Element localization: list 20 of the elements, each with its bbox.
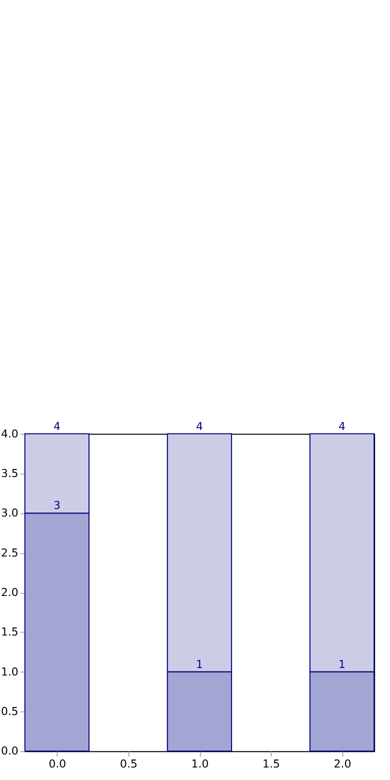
y-tick-label: 2.0 — [1, 586, 18, 599]
data-label: 1 — [196, 658, 203, 671]
y-tick-label: 3.5 — [1, 466, 18, 480]
y-tick-label: 0.0 — [1, 744, 18, 758]
data-label: 1 — [338, 658, 346, 671]
total-label: 4 — [53, 420, 60, 433]
total-label: 4 — [196, 420, 203, 433]
y-tick-label: 0.5 — [1, 704, 18, 718]
x-tick-label: 0.0 — [48, 758, 66, 771]
x-tick-label: 0.5 — [120, 758, 138, 771]
x-tick-label: 1.0 — [191, 758, 209, 771]
data-label: 3 — [53, 499, 60, 512]
y-tick-label: 2.5 — [1, 546, 18, 560]
x-tick-label: 1.5 — [262, 758, 280, 771]
y-tick-label: 3.0 — [1, 506, 18, 520]
y-tick-label: 1.0 — [1, 665, 18, 678]
total-label: 4 — [338, 420, 346, 433]
y-tick-label: 1.5 — [1, 626, 18, 639]
y-tick-label: 4.0 — [1, 427, 18, 440]
x-tick-label: 2.0 — [334, 758, 352, 771]
